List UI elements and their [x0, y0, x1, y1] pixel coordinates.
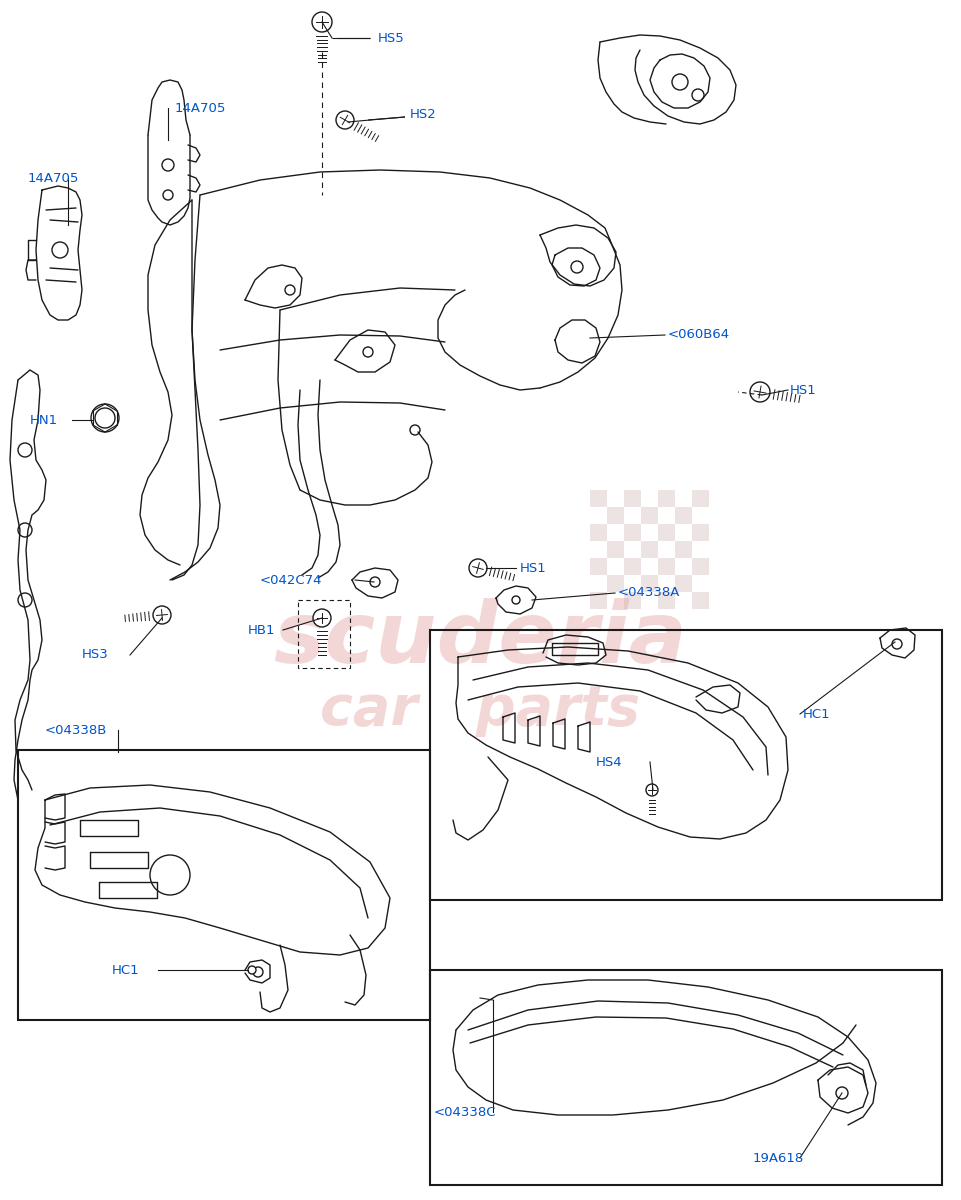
Bar: [624, 524, 640, 541]
Circle shape: [835, 1087, 847, 1099]
Bar: [691, 524, 708, 541]
Bar: [589, 558, 606, 575]
Circle shape: [335, 110, 354, 128]
Bar: [640, 541, 657, 558]
Circle shape: [248, 966, 256, 974]
Bar: [624, 558, 640, 575]
Bar: [589, 592, 606, 608]
Text: HN1: HN1: [30, 414, 58, 426]
Text: HB1: HB1: [248, 624, 275, 636]
Text: <04338A: <04338A: [617, 587, 679, 600]
Text: HS5: HS5: [378, 31, 405, 44]
Bar: [624, 592, 640, 608]
Text: HS1: HS1: [520, 562, 546, 575]
Text: <04338C: <04338C: [433, 1105, 496, 1118]
Bar: [430, 630, 941, 900]
Bar: [606, 575, 624, 592]
Bar: [657, 524, 675, 541]
Text: HS1: HS1: [789, 384, 816, 396]
Text: HS3: HS3: [82, 648, 109, 661]
Text: <042C74: <042C74: [259, 574, 322, 587]
Circle shape: [312, 608, 331, 626]
Bar: [606, 541, 624, 558]
Bar: [640, 506, 657, 524]
Text: 14A705: 14A705: [175, 102, 226, 114]
Circle shape: [891, 638, 901, 649]
Bar: [657, 490, 675, 506]
Circle shape: [646, 784, 657, 796]
Text: <060B64: <060B64: [667, 329, 729, 342]
Text: HC1: HC1: [111, 964, 139, 977]
Text: HC1: HC1: [802, 708, 829, 720]
Bar: [430, 970, 941, 1186]
Bar: [691, 558, 708, 575]
Text: 14A705: 14A705: [28, 172, 80, 185]
Bar: [589, 524, 606, 541]
Text: <04338B: <04338B: [45, 724, 108, 737]
Circle shape: [153, 606, 171, 624]
Bar: [589, 490, 606, 506]
Text: car   parts: car parts: [320, 683, 639, 737]
Circle shape: [311, 12, 332, 32]
Bar: [657, 558, 675, 575]
Bar: [657, 592, 675, 608]
Bar: [675, 575, 691, 592]
Bar: [691, 490, 708, 506]
Bar: [624, 490, 640, 506]
Bar: [606, 506, 624, 524]
Bar: [640, 575, 657, 592]
Bar: [675, 506, 691, 524]
Circle shape: [253, 967, 262, 977]
Circle shape: [750, 382, 769, 402]
Bar: [691, 592, 708, 608]
Text: HS2: HS2: [409, 108, 436, 121]
Circle shape: [469, 559, 486, 577]
Text: HS4: HS4: [596, 756, 622, 768]
Text: scuderia: scuderia: [273, 599, 686, 682]
Bar: [18, 750, 430, 1020]
Circle shape: [95, 408, 115, 428]
Text: 19A618: 19A618: [752, 1152, 803, 1164]
Bar: [675, 541, 691, 558]
